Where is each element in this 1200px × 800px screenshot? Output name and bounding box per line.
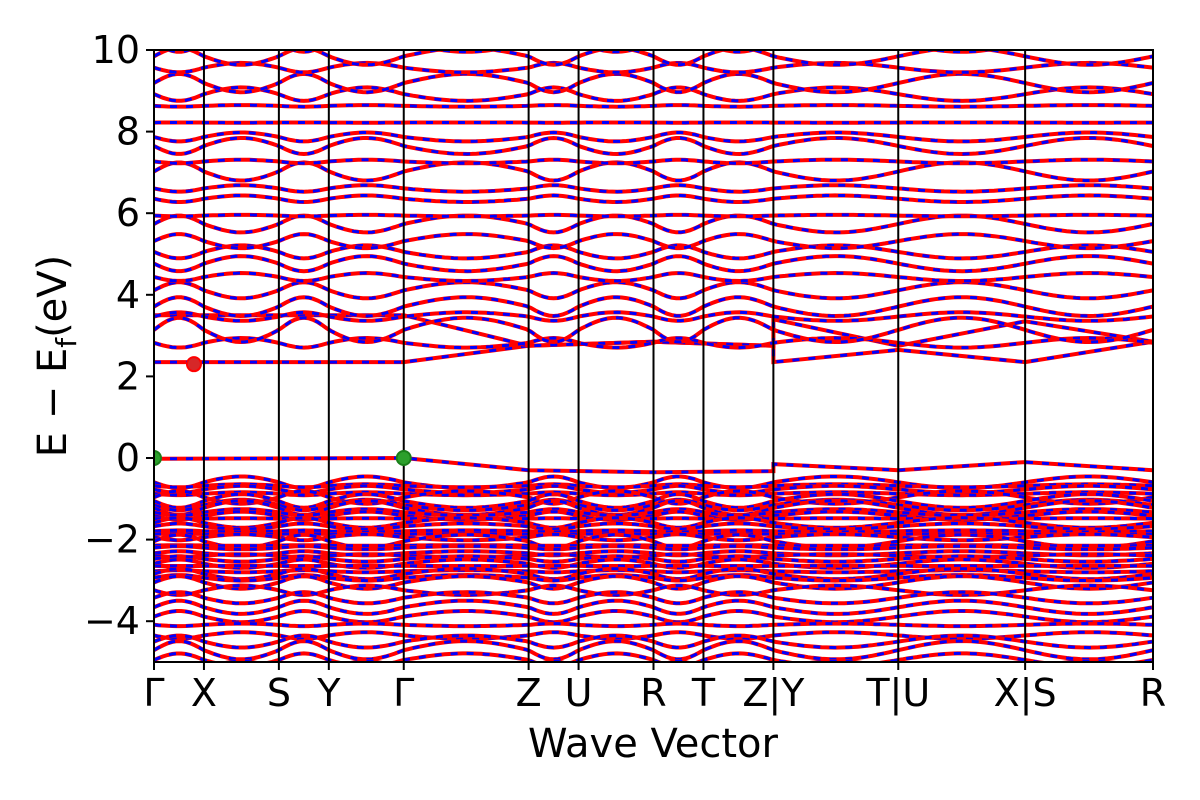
y-tick-label: 6: [116, 191, 140, 235]
extrema-markers: [154, 356, 412, 466]
band-line-spin-down: [165, 50, 997, 54]
x-axis-title: Wave Vector: [528, 721, 779, 767]
band-line-spin-down: [154, 533, 1153, 550]
vbm-marker: [395, 450, 412, 466]
band-line-spin-down: [154, 243, 1153, 260]
band-line-spin-down: [154, 271, 1153, 283]
y-tick-label: 0: [116, 436, 140, 480]
x-axis-ticks: Γ X S Y Γ Z U R T Z|Y T|U X|S R: [143, 662, 1166, 716]
y-axis-title: E − Ef(eV): [30, 255, 83, 458]
x-tick-label: X: [191, 671, 217, 715]
x-tick-label: X|S: [994, 671, 1057, 716]
band-line-spin-down: [154, 85, 1153, 103]
x-tick-label: R: [640, 671, 666, 715]
band-line-spin-down: [154, 340, 1153, 364]
y-axis-title-subscript: f: [50, 337, 83, 348]
band-line-spin-down: [154, 295, 1153, 318]
band-line-spin-down: [154, 456, 1153, 474]
y-tick-label: −2: [84, 518, 140, 562]
x-tick-label: Γ: [393, 671, 414, 715]
y-axis-ticks: −4 −2 0 2 4 6 8 10: [84, 28, 154, 643]
x-tick-label: Z: [516, 671, 542, 715]
y-axis-title-unit: (eV): [30, 255, 76, 338]
y-tick-label: 2: [116, 354, 140, 398]
band-line-spin-down: [154, 599, 1153, 616]
y-tick-label: 4: [116, 273, 140, 317]
band-line-spin-down: [154, 651, 1153, 662]
x-tick-label: T: [691, 671, 716, 715]
x-tick-label: Z|Y: [742, 671, 805, 716]
kpoint-divider-lines: [202, 50, 1027, 662]
y-tick-label: −4: [84, 599, 140, 643]
x-tick-label: U: [565, 671, 593, 715]
x-tick-label: Y: [316, 671, 341, 715]
band-line-spin-down: [154, 313, 1153, 348]
y-axis-title-main: E − E: [30, 348, 76, 458]
band-line-spin-down: [154, 316, 1153, 344]
y-tick-label: 8: [116, 110, 140, 154]
band-line-spin-down: [154, 492, 1153, 510]
cbm-marker: [185, 356, 202, 373]
x-tick-label: R: [1140, 671, 1166, 715]
x-tick-label: S: [267, 671, 291, 715]
vbm-marker: [154, 450, 162, 466]
x-tick-label: Γ: [143, 671, 164, 715]
y-tick-label: 10: [92, 28, 140, 72]
x-tick-label: T|U: [865, 671, 930, 716]
band-line-spin-up: [164, 50, 1000, 54]
